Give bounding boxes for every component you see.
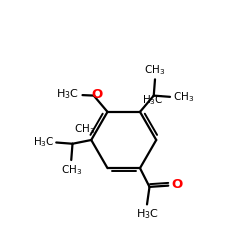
Text: O: O <box>172 178 183 191</box>
Text: $\mathregular{CH_3}$: $\mathregular{CH_3}$ <box>61 163 82 177</box>
Text: $\mathregular{CH_3}$: $\mathregular{CH_3}$ <box>144 63 166 77</box>
Text: $\mathregular{H_3C}$: $\mathregular{H_3C}$ <box>136 208 158 221</box>
Text: O: O <box>91 88 102 101</box>
Text: $\mathregular{CH_3}$: $\mathregular{CH_3}$ <box>74 122 95 136</box>
Text: $\mathregular{H_3C}$: $\mathregular{H_3C}$ <box>33 136 54 149</box>
Text: $\mathregular{CH_3}$: $\mathregular{CH_3}$ <box>172 90 194 104</box>
Text: $\mathregular{H_3C}$: $\mathregular{H_3C}$ <box>142 94 164 107</box>
Text: $\mathregular{H_3C}$: $\mathregular{H_3C}$ <box>56 88 79 101</box>
